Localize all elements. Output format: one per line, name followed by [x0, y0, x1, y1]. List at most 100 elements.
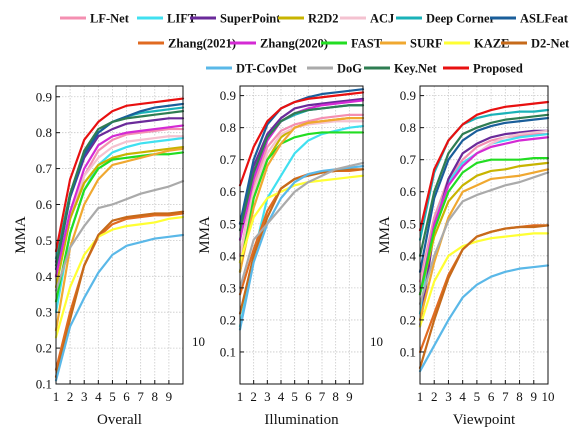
tick-label-y: 0.3	[400, 280, 416, 295]
tick-label-x: 3	[81, 389, 88, 404]
legend-label-kaze: KAZE	[474, 37, 509, 51]
legend-label-deep-corner: Deep Corner	[426, 12, 496, 26]
legend-label-surf: SURF	[410, 37, 443, 51]
legend-label-r2d2: R2D2	[308, 12, 339, 26]
series-acj-overall	[54, 135, 185, 278]
legend-label-lf-net: LF-Net	[90, 12, 130, 26]
legend-item-zhang-2020: Zhang(2020)	[230, 37, 328, 51]
tick-label-x: 5	[291, 389, 298, 404]
legend-label-proposed: Proposed	[473, 62, 523, 76]
legend-item-r2d2: R2D2	[278, 12, 339, 26]
tick-label-y: 0.2	[400, 312, 416, 327]
series-lf-net-viewpoint	[418, 132, 550, 283]
tick-label-x: 9	[346, 389, 353, 404]
legend-label-d2-net: D2-Net	[531, 37, 570, 51]
legend-item-superpoint: SuperPoint	[190, 12, 281, 26]
series-d2-net-viewpoint	[418, 224, 550, 370]
legend-item-deep-corner: Deep Corner	[396, 12, 496, 26]
series-proposed-overall	[54, 97, 185, 253]
tick-label-y: 0.4	[36, 269, 53, 284]
panel-overall: 0.1 0.2 0.3 0.4 0.5 0.6 0.7 0.8 0.9 1 2 3 4 5 6 7 8 9 Over…	[13, 85, 185, 428]
tick-label-y: 0.8	[400, 120, 416, 135]
legend-item-aslfeat: ASLFeat	[490, 12, 569, 26]
legend-item-acj: ACJ	[340, 12, 394, 26]
tick-label-x: 8	[152, 389, 159, 404]
series-key-net-overall	[54, 110, 185, 267]
legend-item-kaze: KAZE	[444, 37, 509, 51]
tick-label-y: 0.9	[36, 89, 52, 104]
chart-panels: 0.10.20.30.40.50.60.70.80.91 2 3 4 5 6 7 8 9Over…	[13, 85, 555, 428]
tick-label-x: 4	[95, 389, 102, 404]
tick-label-x: 3	[264, 389, 271, 404]
legend-item-dog: DoG	[307, 62, 362, 76]
tick-label-x: 2	[250, 389, 257, 404]
legend-item-surf: SURF	[380, 37, 443, 51]
legend-label-acj: ACJ	[370, 12, 394, 26]
tick-label-y: 0.1	[400, 344, 416, 359]
legend-item-fast: FAST	[321, 37, 383, 51]
tick-label-x: 6	[123, 389, 130, 404]
tick-label-x: 3	[445, 389, 452, 404]
x-axis-title-illumination: Illumination	[264, 412, 339, 428]
legend-item-zhang-2021: Zhang(2021)	[138, 37, 236, 51]
tick-label-x: 8	[516, 389, 523, 404]
tick-label-x: 9	[531, 389, 538, 404]
y-axis-title-illumination: MMA	[197, 216, 213, 254]
series-kaze-overall	[54, 215, 185, 339]
plot-frame	[239, 85, 364, 385]
legend-label-zhang-2020: Zhang(2020)	[260, 37, 328, 51]
tick-label-y: 0.4	[400, 248, 417, 263]
legend: LF-Net LIFT SuperPoint R2D2 ACJ Deep Corner AS…	[60, 12, 570, 76]
tick-label-x: 7	[502, 389, 509, 404]
tick-label-x: 6	[305, 389, 312, 404]
y-axis-title-overall: MMA	[13, 216, 29, 254]
x-axis-title-viewpoint: Viewpoint	[453, 412, 516, 428]
legend-label-aslfeat: ASLFeat	[520, 12, 569, 26]
tick-label-y: 0.5	[36, 233, 52, 248]
tick-label-x: 5	[109, 389, 116, 404]
legend-label-superpoint: SuperPoint	[220, 12, 281, 26]
tick-label-y: 0.3	[220, 280, 236, 295]
legend-item-lift: LIFT	[137, 12, 197, 26]
series-fast-overall	[54, 151, 185, 303]
tick-label-y: 0.7	[220, 152, 237, 167]
legend-label-dog: DoG	[337, 62, 362, 76]
tick-label-x: 7	[319, 389, 326, 404]
x-axis-title-overall: Overall	[97, 412, 142, 428]
tick-label-x: 8	[332, 389, 339, 404]
tick-label-y: 0.8	[220, 120, 236, 135]
series-dt-covdet-overall	[54, 233, 185, 382]
tick-label-x: 1	[53, 389, 60, 404]
series-key-net-viewpoint	[418, 113, 550, 257]
tick-label-y: 0.2	[220, 312, 236, 327]
series-zhang-2020-overall	[54, 124, 185, 278]
series-fast-illumination	[238, 131, 365, 273]
tick-label-y: 0.7	[36, 161, 53, 176]
legend-label-zhang-2021: Zhang(2021)	[168, 37, 236, 51]
tick-label-x: 4	[459, 389, 466, 404]
stray-label-viewpoint: 10	[370, 334, 383, 349]
tick-label-x: 10	[542, 389, 555, 404]
series-lf-net-illumination	[238, 113, 365, 257]
panel-viewpoint: 0.1 0.2 0.3 0.4 0.5 0.6 0.7 0.8 0.9 1 2 3 4 5 6 7 8 9 10 Vi…	[377, 85, 555, 428]
legend-item-lf-net: LF-Net	[60, 12, 130, 26]
series-kaze-viewpoint	[418, 232, 550, 328]
series-superpoint-illumination	[238, 97, 365, 225]
series-lf-net-overall	[54, 127, 185, 278]
tick-label-x: 2	[67, 389, 74, 404]
series-r2d2-overall	[54, 145, 185, 289]
y-axis-title-viewpoint: MMA	[377, 216, 393, 254]
tick-label-x: 2	[431, 389, 438, 404]
tick-label-y: 0.5	[400, 216, 416, 231]
tick-label-x: 6	[488, 389, 495, 404]
legend-label-key-net: Key.Net	[394, 62, 438, 76]
tick-label-y: 0.1	[36, 377, 52, 392]
tick-label-y: 0.6	[220, 184, 237, 199]
tick-label-y: 0.6	[36, 197, 53, 212]
tick-label-y: 0.7	[400, 152, 417, 167]
tick-label-y: 0.1	[220, 344, 236, 359]
legend-item-d2-net: D2-Net	[501, 37, 570, 51]
series-key-net-illumination	[238, 104, 365, 232]
tick-label-y: 0.9	[220, 88, 236, 103]
